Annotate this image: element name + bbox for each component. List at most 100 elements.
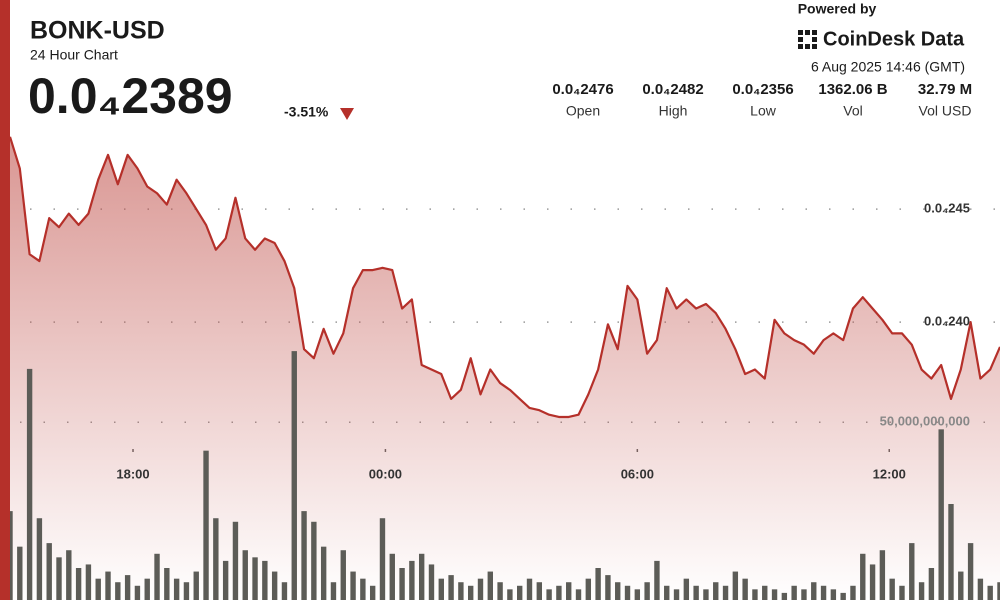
volume-bar: [967, 543, 974, 600]
volume-bar: [703, 589, 709, 600]
volume-bar: [56, 557, 62, 600]
y2-tick-label: 50,000,000,000: [880, 414, 970, 429]
volume-bar: [497, 582, 503, 600]
volume-bar: [173, 578, 180, 600]
volume-bar: [693, 585, 699, 600]
volume-bar: [291, 351, 297, 600]
volume-bar: [909, 543, 915, 600]
volume-bar: [438, 578, 444, 600]
stat-value: 1362.06 B: [818, 81, 887, 98]
stat-label: Open: [566, 103, 600, 119]
volume-bar: [987, 585, 993, 600]
lines: [8, 136, 1000, 419]
volume-bar: [242, 550, 248, 600]
volume-bar: [203, 450, 209, 600]
volume-bar: [95, 578, 101, 600]
volume-bar: [860, 553, 866, 600]
volume-bar: [958, 571, 964, 600]
volume-bar: [213, 518, 219, 600]
volume-bar: [311, 521, 317, 600]
stat-value: 32.79 M: [918, 81, 972, 98]
volume-bar: [379, 518, 386, 600]
volume-bar: [144, 578, 150, 600]
volume-bar: [556, 585, 562, 600]
volume-bar: [389, 553, 395, 600]
volume-bar: [879, 550, 886, 600]
volume-bar: [330, 582, 337, 600]
volume-bar: [605, 575, 611, 600]
volume-bar: [928, 568, 935, 600]
volume-bar: [271, 571, 278, 600]
volume-bar: [585, 578, 592, 600]
volume-bar: [781, 592, 788, 600]
volume-bar: [683, 578, 690, 600]
volume-bar: [869, 564, 876, 600]
powered-by: Powered by: [798, 1, 877, 17]
volume-bar: [997, 582, 1000, 600]
volume-bar: [360, 578, 366, 600]
volume-bar: [918, 582, 925, 600]
volume-bar: [36, 518, 43, 600]
volume-bar: [281, 582, 288, 600]
volume-bar: [595, 568, 601, 600]
volume-bar: [752, 589, 758, 600]
volume-bar: [66, 550, 72, 600]
volume-bar: [46, 543, 52, 600]
volume-bar: [222, 560, 229, 600]
volume-bar: [948, 504, 954, 600]
volume-bar: [771, 589, 778, 600]
volume-bar: [811, 582, 817, 600]
timestamp: 6 Aug 2025 14:46 (GMT): [811, 59, 965, 75]
volume-bar: [840, 592, 846, 600]
volume-bar: [428, 564, 435, 600]
volume-bar: [458, 582, 464, 600]
brand-logo: [798, 30, 817, 49]
volume-bar: [320, 546, 327, 600]
volume-bar: [369, 585, 376, 600]
x-tick-label: 12:00: [873, 466, 906, 481]
y-tick-label: 0.0₄240: [924, 314, 970, 329]
stat-value: 0.0₄2476: [552, 81, 613, 98]
volume-bar: [566, 582, 572, 600]
stat-value: 0.0₄2482: [642, 81, 703, 98]
x-tick-label: 18:00: [116, 466, 149, 481]
volume-bar: [634, 589, 641, 600]
price: 0.0₄2389: [28, 68, 233, 124]
volume-bar: [17, 546, 23, 600]
volume-bar: [526, 578, 533, 600]
x-tick-label: 06:00: [621, 466, 654, 481]
volume-bar: [418, 553, 425, 600]
stat-label: Vol: [843, 103, 862, 119]
volume-bar: [183, 582, 190, 600]
volume-bar: [340, 550, 346, 600]
header-bg: [10, 0, 1000, 128]
volume-bar: [487, 571, 493, 600]
volume-bar: [742, 578, 748, 600]
volume-bar: [624, 585, 631, 600]
volume-bar: [791, 585, 797, 600]
volume-bar: [262, 560, 268, 600]
volume-bar: [193, 571, 199, 600]
volume-bar: [350, 571, 356, 600]
volume-bar: [820, 585, 827, 600]
volume-bar: [575, 589, 582, 600]
down-arrow: [340, 108, 354, 120]
x-tick-label: 00:00: [369, 466, 402, 481]
volume-bar: [673, 589, 680, 600]
volume-bar: [467, 585, 474, 600]
volume-bar: [164, 568, 170, 600]
volume-bar: [507, 589, 513, 600]
volume-bar: [977, 578, 984, 600]
volume-bar: [850, 585, 856, 600]
volume-bar: [75, 568, 82, 600]
volume-bar: [477, 578, 484, 600]
volume-bar: [252, 557, 258, 600]
volume-bar: [115, 582, 121, 600]
labels: 0.0₄245 0.0₄240 50,000,000,000 18:00 00:00 06…: [116, 201, 970, 482]
areas: [10, 136, 1000, 600]
volume-bar: [85, 564, 92, 600]
volume-bar: [134, 585, 141, 600]
volume-bar: [536, 582, 543, 600]
volume-bar: [664, 585, 670, 600]
